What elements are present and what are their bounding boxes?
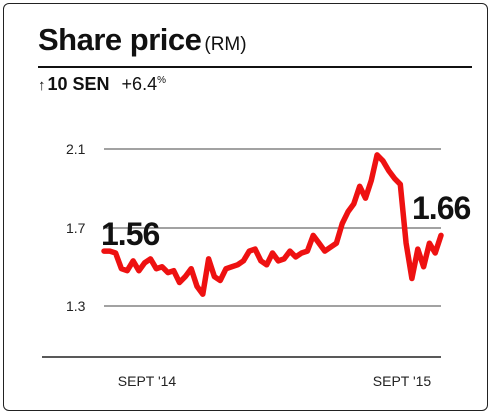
chart-frame: [3, 3, 488, 411]
price-change: ↑ 10 SEN +6.4%: [38, 74, 166, 95]
y-tick-label: 1.3: [66, 298, 86, 314]
x-tick-label: SEPT '14: [118, 373, 177, 389]
up-arrow-icon: ↑: [38, 77, 46, 94]
y-tick-label: 1.7: [66, 220, 86, 236]
x-tick-label: SEPT '15: [373, 373, 432, 389]
percent-sign: %: [157, 75, 166, 86]
y-tick-label: 2.1: [66, 141, 86, 157]
change-amount: 10 SEN: [47, 74, 110, 94]
change-percent: +6.4%: [121, 74, 166, 94]
chart-title: Share price: [38, 22, 202, 57]
start-price-label: 1.56: [101, 216, 159, 252]
chart-header: Share price (RM): [38, 22, 247, 58]
price-series-line: [101, 152, 444, 297]
chart-unit: (RM): [204, 34, 247, 55]
title-rule: [38, 66, 472, 68]
end-price-label: 1.66: [412, 190, 470, 226]
